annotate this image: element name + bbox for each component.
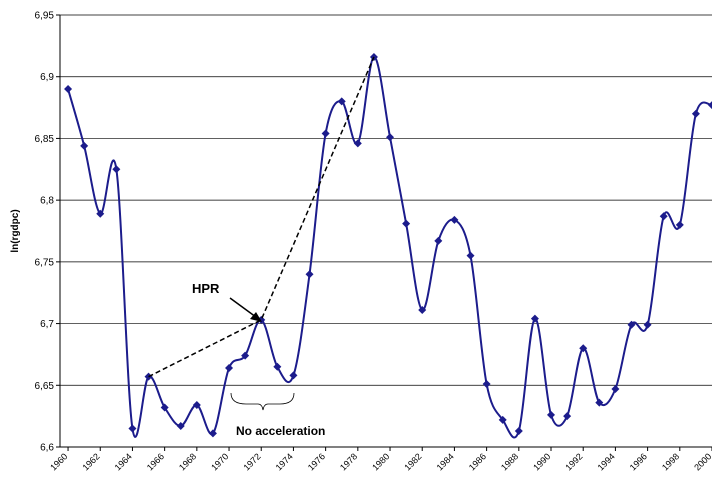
marker	[708, 101, 712, 110]
marker	[225, 364, 234, 373]
marker	[514, 426, 523, 435]
x-tick-label: 1962	[80, 451, 101, 472]
y-tick-label: 6,8	[40, 196, 54, 207]
marker	[96, 209, 105, 218]
x-tick-label: 1972	[241, 451, 262, 472]
marker	[450, 215, 459, 224]
x-tick-label: 1990	[531, 451, 552, 472]
marker	[176, 422, 185, 431]
y-tick-label: 6,95	[35, 11, 55, 22]
y-tick-label: 6,7	[40, 319, 54, 330]
marker	[64, 85, 73, 94]
marker	[643, 320, 652, 329]
y-tick-label: 6,75	[35, 257, 55, 268]
x-tick-label: 1966	[145, 451, 166, 472]
marker	[418, 305, 427, 314]
marker	[627, 320, 636, 329]
annotation-no-acceleration: No acceleration	[236, 424, 325, 438]
marker	[289, 371, 298, 380]
x-tick-label: 1992	[563, 451, 584, 472]
marker	[547, 410, 556, 419]
marker	[611, 384, 620, 393]
y-tick-label: 6,65	[35, 381, 55, 392]
trend-dashed	[148, 56, 375, 378]
marker	[691, 109, 700, 118]
annotation-hpr: HPR	[192, 281, 220, 296]
marker	[530, 314, 539, 323]
x-tick-label: 1988	[499, 451, 520, 472]
marker	[482, 380, 491, 389]
x-tick-label: 1978	[338, 451, 359, 472]
x-tick-label: 1994	[596, 451, 617, 472]
y-tick-label: 6,9	[40, 72, 54, 83]
marker	[659, 212, 668, 221]
marker	[128, 424, 137, 433]
marker	[498, 415, 507, 424]
marker	[595, 398, 604, 407]
x-tick-label: 1996	[628, 451, 649, 472]
arrow-head	[250, 312, 262, 322]
marker	[466, 251, 475, 260]
x-tick-label: 1980	[370, 451, 391, 472]
x-tick-label: 1960	[48, 451, 69, 472]
x-tick-label: 1964	[113, 451, 134, 472]
x-tick-label: 2000	[692, 451, 712, 472]
marker	[579, 344, 588, 353]
series-line	[67, 55, 712, 439]
marker	[241, 351, 250, 360]
marker	[337, 97, 346, 106]
marker	[402, 219, 411, 228]
x-tick-label: 1982	[402, 451, 423, 472]
x-tick-label: 1998	[660, 451, 681, 472]
marker	[675, 220, 684, 229]
marker	[208, 429, 217, 438]
marker	[386, 133, 395, 142]
x-tick-label: 1968	[177, 451, 198, 472]
y-tick-label: 6,85	[35, 134, 55, 145]
brace	[230, 392, 295, 411]
y-tick-label: 6,6	[40, 443, 54, 454]
marker	[160, 403, 169, 412]
y-axis-label: ln(rgdpc)	[10, 209, 21, 252]
marker	[305, 270, 314, 279]
x-tick-label: 1974	[274, 451, 295, 472]
marker	[321, 129, 330, 138]
marker	[353, 139, 362, 148]
marker	[434, 236, 443, 245]
marker	[192, 401, 201, 410]
marker	[80, 141, 89, 150]
x-tick-label: 1976	[306, 451, 327, 472]
x-tick-label: 1986	[467, 451, 488, 472]
marker	[563, 412, 572, 421]
x-tick-label: 1984	[435, 451, 456, 472]
marker	[112, 165, 121, 174]
marker	[273, 362, 282, 371]
x-tick-label: 1970	[209, 451, 230, 472]
